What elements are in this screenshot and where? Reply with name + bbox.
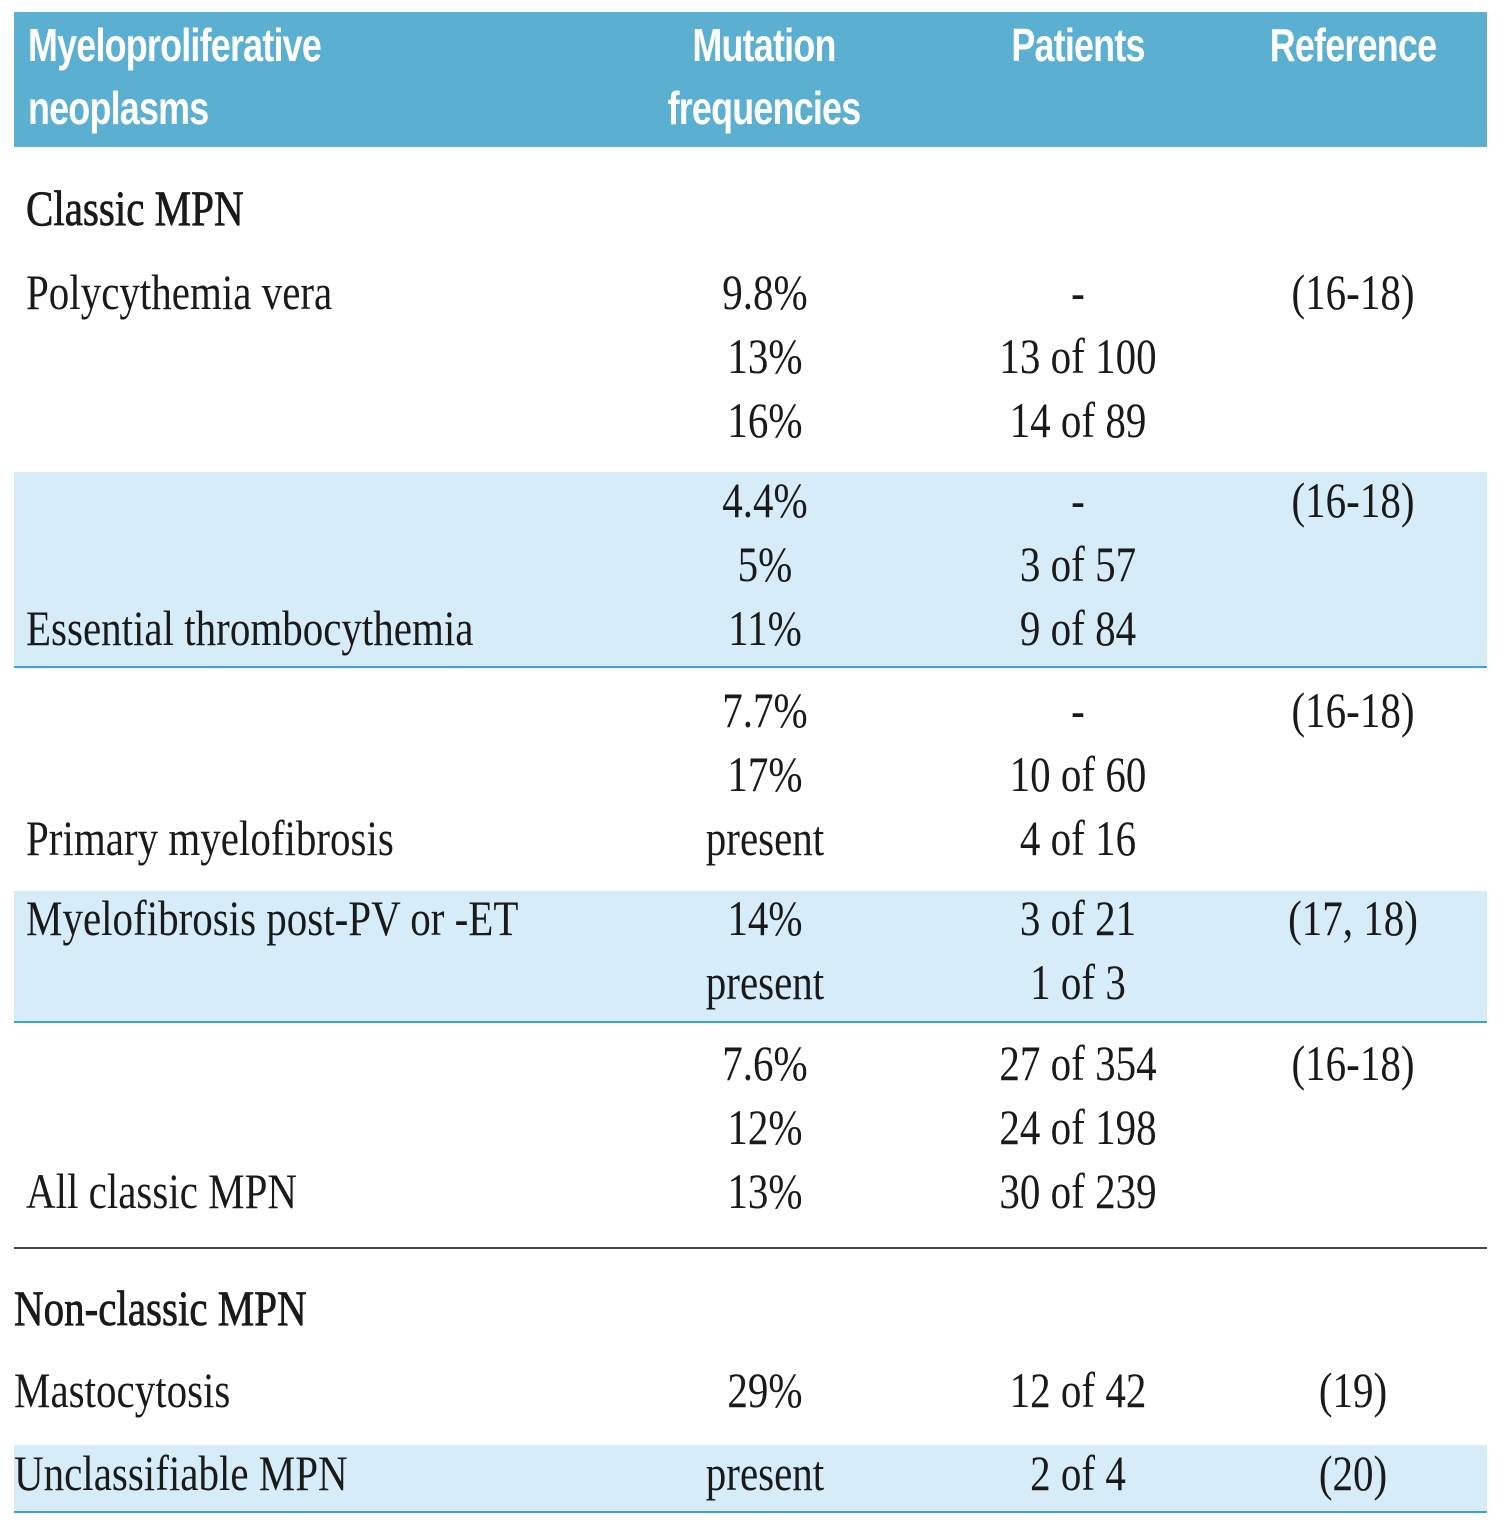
cell-name: Mastocytosis <box>14 1362 231 1418</box>
header-line: neoplasms <box>28 82 209 134</box>
table-row: 17% 10 of 60 <box>14 742 1487 806</box>
cell-name: Polycythemia vera <box>26 264 333 320</box>
cell-frequency: 5% <box>737 536 793 592</box>
cell-frequency: present <box>705 1445 825 1501</box>
table-row: Mastocytosis 29% 12 of 42 (19) <box>14 1358 1487 1422</box>
table-row-group: Polycythemia vera 9.8% - (16-18) 13% 13 of 10… <box>14 260 1487 472</box>
table-row-group: Unclassifiable MPN present 2 of 4 (20) <box>14 1445 1487 1513</box>
cell-patients: 4 of 16 <box>1019 810 1137 866</box>
cell-name: Primary myelofibrosis <box>26 810 394 866</box>
header-mutation-frequencies: Mutation frequencies <box>647 14 881 140</box>
table-row-group: 7.7% - (16-18) 17% 10 of 60 Primary myelofibr… <box>14 666 1487 891</box>
cell-frequency: 4.4% <box>722 472 808 528</box>
cell-frequency: present <box>705 954 825 1010</box>
cell-patients: 2 of 4 <box>1030 1445 1126 1501</box>
cell-name: Myelofibrosis post-PV or -ET <box>26 890 519 946</box>
cell-reference: (16-18) <box>1291 1035 1415 1091</box>
table-row-group: 7.6% 27 of 354 (16-18) 12% 24 of 198 All clas… <box>14 1021 1487 1249</box>
header-line: Patients <box>1011 19 1145 71</box>
section-title-classic: Classic MPN <box>26 180 244 237</box>
cell-frequency: 29% <box>727 1362 803 1418</box>
cell-patients: - <box>1071 264 1085 320</box>
cell-frequency: 11% <box>728 600 802 656</box>
cell-frequency: 16% <box>727 392 803 448</box>
section-title-non-classic: Non-classic MPN <box>14 1280 307 1337</box>
table-row: 16% 14 of 89 <box>14 388 1487 452</box>
cell-frequency: 7.7% <box>722 682 808 738</box>
cell-patients: 30 of 239 <box>999 1163 1157 1219</box>
cell-patients: 14 of 89 <box>1009 392 1147 448</box>
cell-patients: 13 of 100 <box>999 328 1157 384</box>
cell-frequency: 12% <box>727 1099 803 1155</box>
header-line: frequencies <box>667 82 862 134</box>
table-row: Essential thrombocythemia 11% 9 of 84 <box>14 596 1487 660</box>
cell-reference: (16-18) <box>1291 472 1415 528</box>
table-row: present 1 of 3 <box>14 950 1487 1014</box>
header-neoplasms: Myeloproliferative neoplasms <box>28 14 322 140</box>
table-row: Unclassifiable MPN present 2 of 4 (20) <box>14 1441 1487 1505</box>
header-line: Reference <box>1269 19 1437 71</box>
table-row: 5% 3 of 57 <box>14 532 1487 596</box>
cell-patients: 3 of 21 <box>1019 890 1137 946</box>
table-row-group: Mastocytosis 29% 12 of 42 (19) <box>14 1340 1487 1445</box>
cell-reference: (20) <box>1318 1445 1388 1501</box>
cell-frequency: 13% <box>727 328 803 384</box>
cell-name: Essential thrombocythemia <box>26 600 474 656</box>
cell-patients: 1 of 3 <box>1030 954 1126 1010</box>
table-row: Primary myelofibrosis present 4 of 16 <box>14 806 1487 870</box>
cell-patients: 27 of 354 <box>999 1035 1157 1091</box>
table-row: Polycythemia vera 9.8% - (16-18) <box>14 260 1487 324</box>
header-reference: Reference <box>1236 14 1470 77</box>
cell-patients: 9 of 84 <box>1019 600 1137 656</box>
table-row: 12% 24 of 198 <box>14 1095 1487 1159</box>
table-row-group: 4.4% - (16-18) 5% 3 of 57 Essential thrombocy… <box>14 472 1487 668</box>
cell-frequency: 13% <box>727 1163 803 1219</box>
cell-patients: 3 of 57 <box>1019 536 1137 592</box>
table-row: 7.7% - (16-18) <box>14 678 1487 742</box>
cell-patients: 10 of 60 <box>1009 746 1147 802</box>
cell-frequency: 9.8% <box>722 264 808 320</box>
header-line: Myeloproliferative <box>28 19 322 71</box>
cell-reference: (16-18) <box>1291 264 1415 320</box>
table-row: 4.4% - (16-18) <box>14 468 1487 532</box>
cell-frequency: 14% <box>727 890 803 946</box>
table-row: Myelofibrosis post-PV or -ET 14% 3 of 21 (1… <box>14 886 1487 950</box>
cell-frequency: 7.6% <box>722 1035 808 1091</box>
table-header: Myeloproliferative neoplasms Mutation fr… <box>14 12 1487 147</box>
cell-patients: 24 of 198 <box>999 1099 1157 1155</box>
table-row: 7.6% 27 of 354 (16-18) <box>14 1031 1487 1095</box>
cell-name: All classic MPN <box>26 1163 298 1219</box>
cell-patients: 12 of 42 <box>1009 1362 1147 1418</box>
table-row: All classic MPN 13% 30 of 239 <box>14 1159 1487 1223</box>
cell-patients: - <box>1071 472 1085 528</box>
cell-frequency: present <box>705 810 825 866</box>
table-row-group: Myelofibrosis post-PV or -ET 14% 3 of 21 (1… <box>14 890 1487 1023</box>
cell-patients: - <box>1071 682 1085 738</box>
cell-reference: (17, 18) <box>1288 890 1418 946</box>
cell-name: Unclassifiable MPN <box>14 1445 348 1501</box>
cell-reference: (19) <box>1318 1362 1388 1418</box>
table-row: 13% 13 of 100 <box>14 324 1487 388</box>
header-patients: Patients <box>961 14 1195 77</box>
cell-reference: (16-18) <box>1291 682 1415 738</box>
cell-frequency: 17% <box>727 746 803 802</box>
header-line: Mutation <box>692 19 836 71</box>
